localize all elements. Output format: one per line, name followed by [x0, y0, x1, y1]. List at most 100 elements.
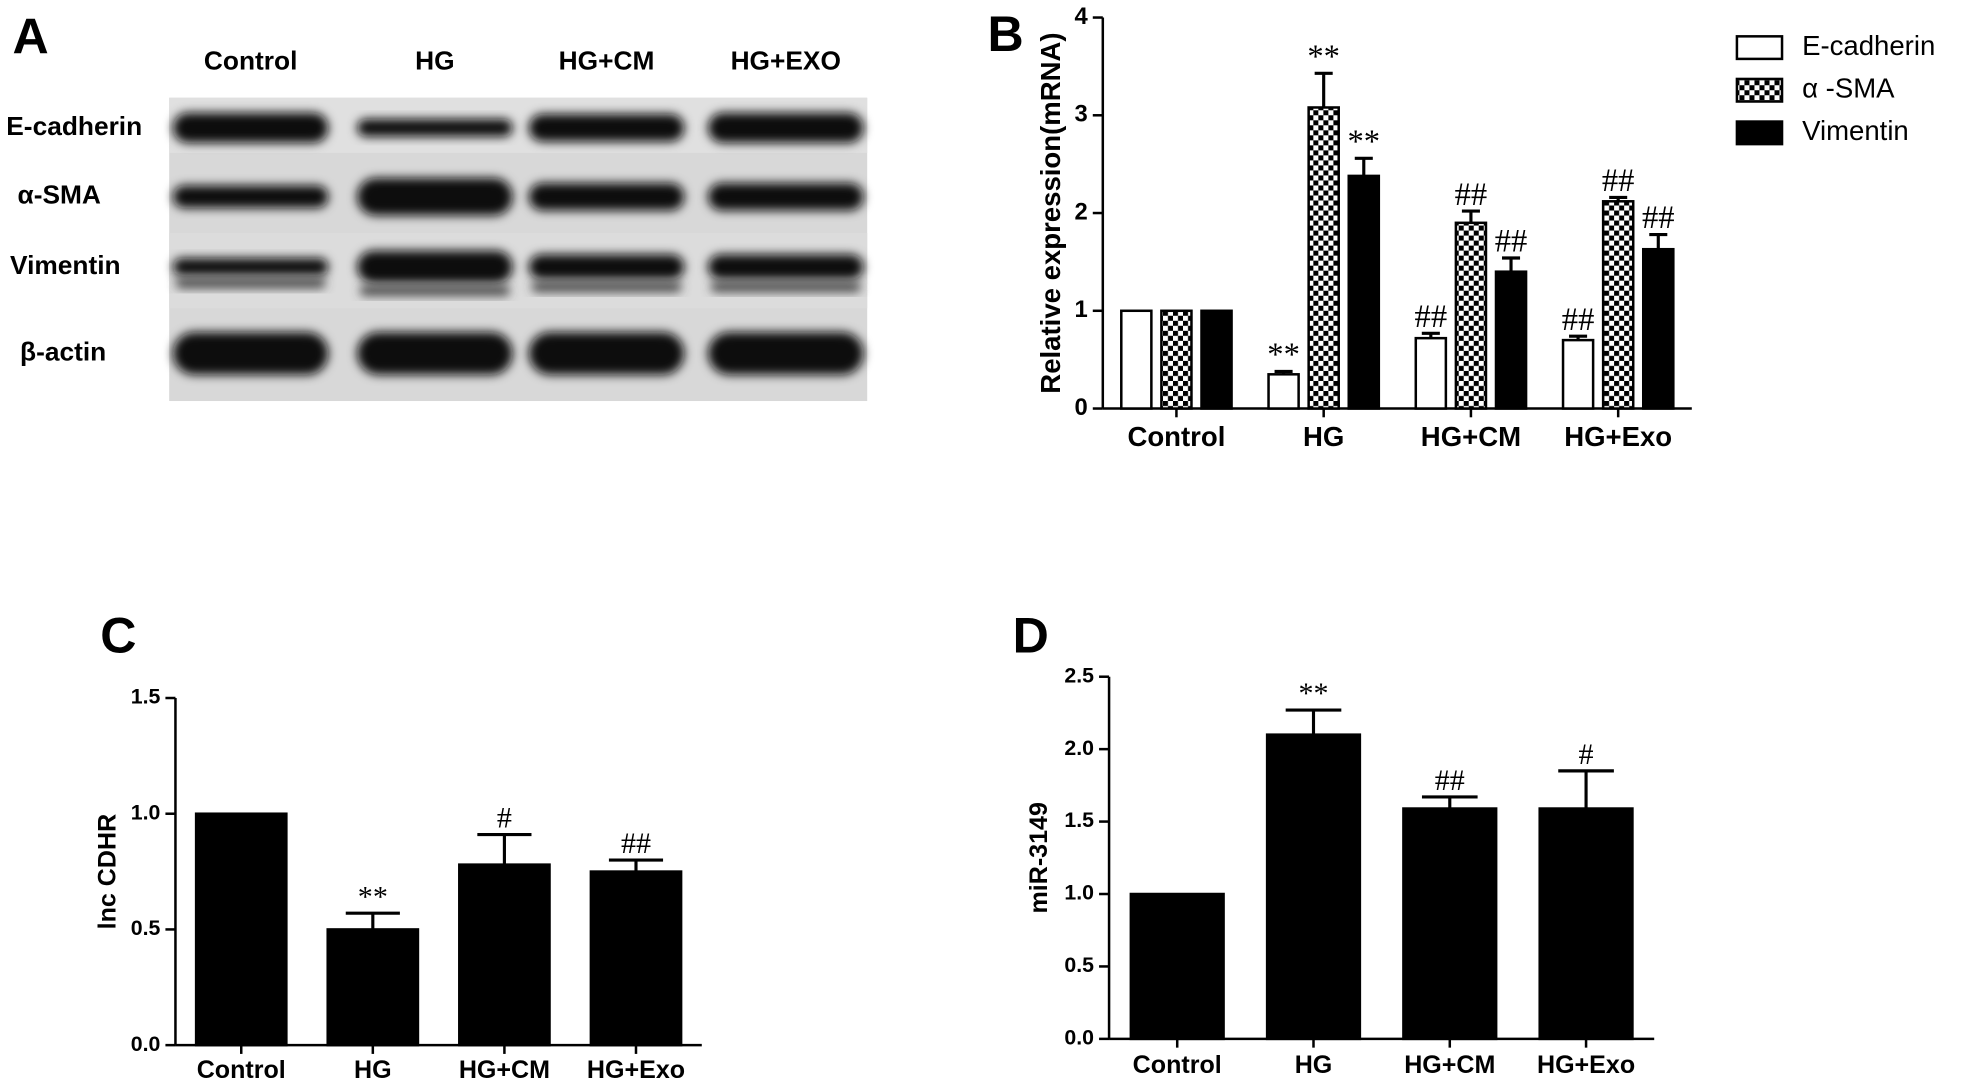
blot-band: [172, 332, 329, 375]
error-bar: [1569, 334, 1588, 341]
bar: [1402, 807, 1498, 1041]
significance-label: ##: [1435, 763, 1465, 797]
y-axis-label: lnc CDHR: [94, 814, 122, 929]
bar: [1129, 892, 1225, 1041]
y-tick-label: 1: [1075, 296, 1088, 323]
bar: [326, 928, 420, 1047]
blot-band: [175, 278, 326, 289]
y-tick-label: 1.5: [131, 685, 161, 709]
blot-band: [528, 114, 685, 142]
blot-band: [708, 112, 864, 143]
x-tick-label: Control: [197, 1056, 286, 1084]
error-bar: [1421, 795, 1478, 809]
error-bar: [1461, 209, 1480, 223]
y-tick-label: 2.0: [1064, 736, 1094, 760]
error-bar: [1558, 769, 1614, 809]
y-tick-label: 3: [1075, 101, 1088, 128]
x-tick-label: HG: [354, 1056, 392, 1084]
bar: [1200, 309, 1233, 410]
bar: [1160, 309, 1193, 410]
column-label: Control: [204, 46, 297, 76]
significance-label: ##: [1642, 200, 1675, 236]
panel-label: D: [1013, 607, 1049, 663]
error-bar: [608, 858, 664, 872]
blot-band: [357, 119, 513, 137]
blot-band: [357, 177, 513, 216]
y-tick-label: 0: [1075, 394, 1088, 421]
bar: [458, 863, 551, 1047]
x-tick-label: HG+Exo: [1537, 1051, 1635, 1079]
x-tick-label: HG: [1303, 421, 1344, 452]
error-bar: [1314, 71, 1333, 108]
y-tick-label: 4: [1075, 3, 1089, 30]
x-tick-label: HG+CM: [1421, 421, 1521, 452]
bar: [1454, 221, 1488, 410]
row-label: α-SMA: [18, 180, 101, 210]
y-tick-label: 0.5: [1064, 953, 1094, 977]
blot-band: [528, 332, 685, 375]
blot-band: [357, 332, 513, 375]
blot-band: [172, 258, 329, 276]
error-bar: [1609, 195, 1628, 202]
significance-label: **: [1267, 337, 1300, 373]
x-tick-label: Control: [1127, 421, 1225, 452]
significance-label: #: [497, 801, 512, 835]
legend-label: Vimentin: [1802, 115, 1909, 146]
y-tick-label: 1.0: [131, 800, 161, 824]
blot-band: [359, 285, 511, 296]
y-tick-label: 1.5: [1064, 808, 1094, 832]
significance-label: ##: [1602, 163, 1635, 199]
bar: [1265, 733, 1362, 1041]
legend-label: α -SMA: [1802, 73, 1895, 104]
bar: [1120, 309, 1153, 410]
bar: [1307, 106, 1340, 410]
blot-band: [531, 281, 682, 292]
significance-label: #: [1579, 737, 1594, 771]
western-blot: [169, 97, 868, 402]
significance-label: ##: [1415, 299, 1448, 335]
blot-band: [172, 112, 329, 143]
x-tick-label: HG: [1295, 1051, 1333, 1079]
blot-band: [708, 332, 864, 375]
blot-band: [708, 254, 864, 280]
bar: [1538, 807, 1634, 1041]
row-label: Vimentin: [10, 250, 121, 280]
blot-band: [710, 281, 861, 292]
panel-label: A: [13, 8, 49, 64]
blot-band: [528, 254, 685, 280]
bar: [1494, 270, 1528, 410]
significance-label: ##: [621, 826, 651, 860]
panel-label: B: [988, 6, 1024, 62]
error-bar: [345, 911, 400, 930]
error-bar: [1649, 232, 1668, 250]
y-tick-label: 2.5: [1064, 663, 1094, 687]
significance-label: **: [1298, 676, 1328, 710]
row-label: β-actin: [20, 336, 106, 366]
error-bar: [1285, 708, 1342, 735]
y-axis-label: miR-3149: [1025, 802, 1053, 913]
significance-label: **: [1347, 124, 1380, 160]
bar: [589, 870, 683, 1047]
x-tick-label: HG+Exo: [1564, 421, 1672, 452]
y-tick-label: 0.5: [131, 916, 161, 940]
bar: [1561, 338, 1595, 410]
error-bar: [1274, 369, 1293, 375]
y-axis-label: Relative expression(mRNA): [1035, 32, 1066, 393]
blot-band: [528, 182, 685, 211]
error-bar: [1354, 156, 1373, 176]
significance-label: **: [358, 879, 388, 913]
bar: [1601, 200, 1635, 410]
significance-label: ##: [1495, 224, 1528, 260]
legend-label: E-cadherin: [1802, 30, 1935, 61]
blot-band: [357, 250, 513, 284]
significance-label: ##: [1455, 177, 1488, 213]
x-tick-label: HG+CM: [1404, 1051, 1495, 1079]
legend-swatch: [1735, 77, 1784, 103]
y-tick-label: 2: [1075, 198, 1088, 225]
x-tick-label: Control: [1133, 1051, 1222, 1079]
column-label: HG: [415, 46, 454, 76]
column-label: HG+EXO: [731, 46, 841, 76]
legend-swatch: [1735, 120, 1784, 146]
x-tick-label: HG+CM: [459, 1056, 550, 1084]
